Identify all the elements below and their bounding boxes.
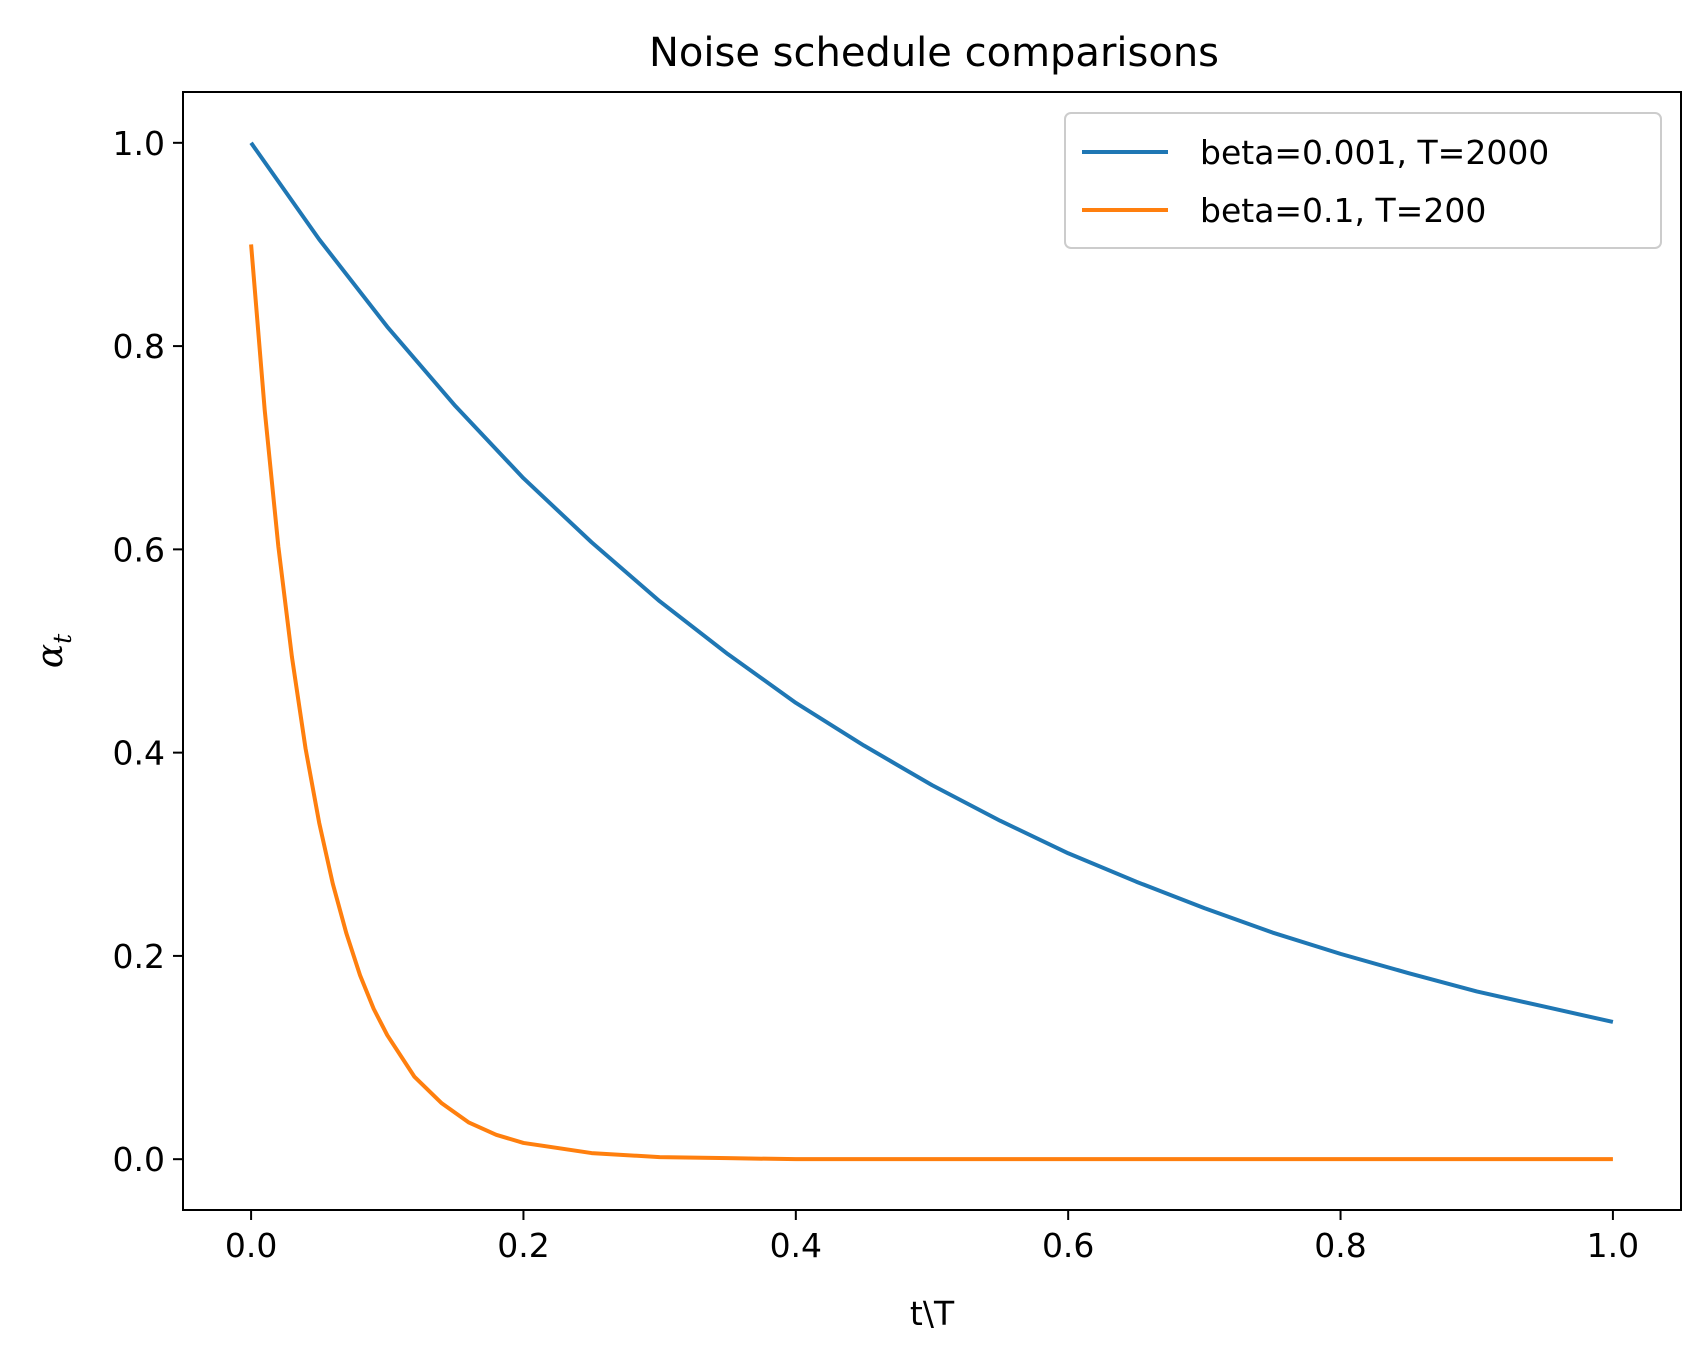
y-tick-label: 0.0 — [113, 1140, 165, 1179]
y-axis-ticks: 0.0 0.2 0.4 0.6 0.8 1.0 — [113, 124, 183, 1179]
x-axis-ticks: 0.0 0.2 0.4 0.6 0.8 1.0 — [225, 1210, 1639, 1265]
x-tick-label: 0.0 — [225, 1226, 277, 1265]
x-axis-label: t\T — [910, 1294, 955, 1333]
y-tick-label: 0.8 — [113, 327, 165, 366]
legend-label-2: beta=0.1, T=200 — [1200, 191, 1486, 230]
y-axis-label-base: α — [30, 644, 71, 668]
plot-area — [182, 91, 1682, 1211]
x-tick-label: 0.2 — [497, 1226, 549, 1265]
legend-label-1: beta=0.001, T=2000 — [1200, 133, 1549, 172]
plot-frame — [182, 91, 1682, 1211]
x-tick-label: 1.0 — [1587, 1226, 1639, 1265]
x-tick-label: 0.6 — [1042, 1226, 1094, 1265]
y-axis-label-subscript: t — [48, 633, 77, 644]
series-layer — [249, 141, 1614, 1162]
series-line-2 — [249, 244, 1613, 1162]
y-tick-label: 0.4 — [113, 734, 165, 773]
x-tick-label: 0.8 — [1314, 1226, 1366, 1265]
y-tick-label: 0.2 — [113, 937, 165, 976]
y-axis-label-text: αt — [30, 633, 77, 668]
y-axis-label: αt — [30, 633, 77, 668]
y-tick-label: 1.0 — [113, 124, 165, 163]
chart-title: Noise schedule comparisons — [649, 30, 1219, 76]
legend-items: beta=0.001, T=2000 beta=0.1, T=200 — [1082, 133, 1549, 230]
y-tick-label: 0.6 — [113, 530, 165, 569]
series-line-1 — [249, 141, 1614, 1024]
x-tick-label: 0.4 — [770, 1226, 822, 1265]
legend-box — [1064, 112, 1662, 249]
legend: beta=0.001, T=2000 beta=0.1, T=200 — [1064, 112, 1662, 249]
